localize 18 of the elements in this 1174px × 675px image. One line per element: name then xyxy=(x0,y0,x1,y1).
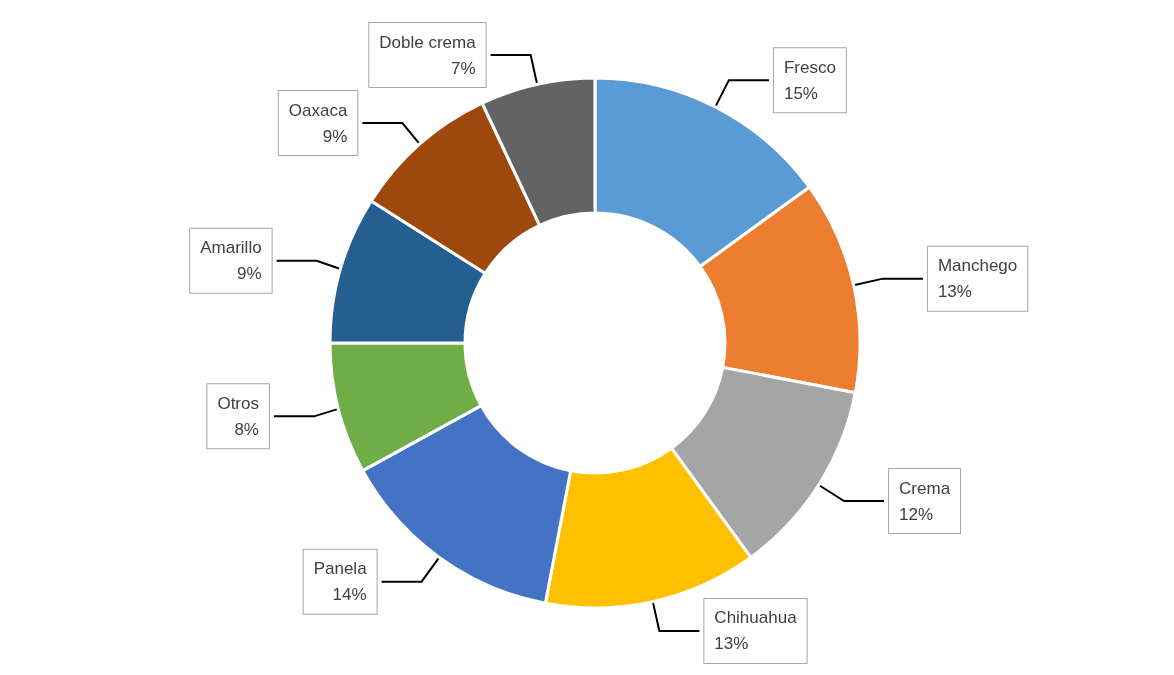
data-label: 7% xyxy=(451,58,476,78)
slice-label: Panela xyxy=(313,559,368,579)
data-label: 9% xyxy=(322,126,348,146)
data-label: 8% xyxy=(234,419,259,439)
slice-label: Oaxaca xyxy=(288,100,348,120)
data-label: 14% xyxy=(332,585,367,605)
slice-label: Amarillo xyxy=(200,238,262,258)
data-label: 12% xyxy=(899,504,934,524)
slice-label: Fresco xyxy=(783,57,836,77)
slice-label: Doble crema xyxy=(379,32,477,52)
data-label: 13% xyxy=(714,634,749,654)
data-label: 9% xyxy=(237,264,262,284)
slice-label: Manchego xyxy=(937,256,1018,276)
slice-label: Chihuahua xyxy=(714,608,798,628)
slice-label: Crema xyxy=(899,478,951,498)
data-label: 15% xyxy=(783,83,818,103)
slice-label: Otros xyxy=(217,393,259,413)
data-label: 13% xyxy=(937,282,972,302)
